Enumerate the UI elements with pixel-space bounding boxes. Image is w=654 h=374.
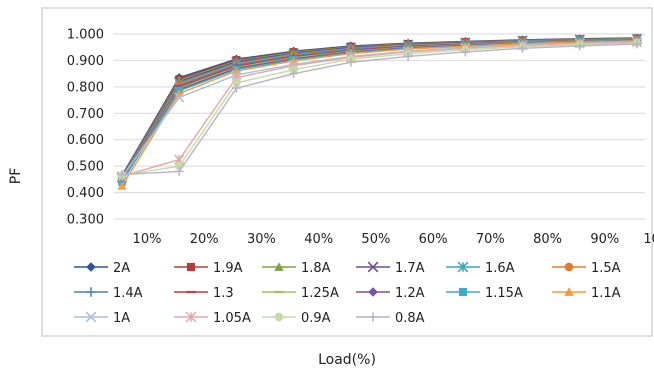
legend-item: 2A [74,261,130,276]
legend-item: 1.9A [174,261,243,276]
data-point [289,69,299,79]
x-tick-label: 100% [643,232,654,247]
x-tick-label: 50% [361,232,390,247]
y-tick-label: 1.000 [67,28,104,43]
y-tick-label: 0.900 [67,54,104,69]
legend-item: 1.6A [446,261,515,276]
x-tick-labels: 10% 20% 30% 40% 50% 60% 70% 80% 90% 100% [133,232,654,247]
data-point [117,170,127,180]
y-tick-label: 0.500 [67,160,104,175]
y-tick-label: 0.400 [67,186,104,201]
legend-label: 0.8A [395,311,425,326]
data-point [575,41,585,51]
x-tick-label: 70% [476,232,505,247]
data-point [274,262,284,271]
series-0.8A [117,39,642,180]
legend-item: 1.2A [356,286,425,301]
series-line [121,42,638,177]
y-axis-title: PF [8,168,24,185]
legend-item: 0.9A [262,311,331,326]
series-line [121,40,638,187]
data-point [367,261,379,273]
legend-label: 1.6A [485,261,515,276]
data-point [174,166,184,176]
legend-item: 1.15A [446,286,523,301]
data-point [232,78,241,87]
data-point [186,262,196,272]
legend-label: 1.4A [113,286,143,301]
data-point [632,39,642,49]
x-tick-label: 40% [304,232,333,247]
series-line [121,41,638,177]
x-tick-label: 10% [133,232,162,247]
y-tick-label: 0.300 [67,213,104,228]
x-axis-title: Load(%) [318,352,376,368]
legend-item: 1.8A [262,261,331,276]
legend-item: 1.25A [262,286,339,301]
legend-label: 1.1A [591,286,621,301]
data-point [174,92,185,103]
y-tick-labels: 0.300 0.400 0.500 0.600 0.700 0.800 0.900 1.000 [67,28,104,228]
data-point [458,287,468,297]
legend-label: 2A [113,261,130,276]
legend-label: 1.5A [591,261,621,276]
series-group [116,33,643,190]
x-tick-label: 80% [533,232,562,247]
data-point [460,47,470,57]
data-point [368,287,378,297]
data-point [368,312,378,322]
legend-label: 1.15A [485,286,523,301]
data-point [564,262,574,272]
legend-label: 0.9A [301,311,331,326]
legend-label: 1.2A [395,286,425,301]
legend-item: 1.7A [356,261,425,276]
data-point [564,287,574,296]
legend-label: 1.9A [213,261,243,276]
legend-item: 1A [74,311,130,326]
x-tick-label: 30% [247,232,276,247]
legend-label: 1.25A [301,286,339,301]
data-point [185,311,197,323]
data-point [86,262,96,272]
data-point [457,261,469,273]
data-point [86,287,96,297]
legend-item: 1.5A [552,261,621,276]
data-point [117,181,127,190]
legend-label: 1.7A [395,261,425,276]
y-tick-label: 0.800 [67,80,104,95]
data-point [231,83,241,93]
x-tick-label: 20% [190,232,219,247]
legend-item: 1.05A [174,311,251,326]
data-point [403,51,413,61]
data-point [518,43,528,53]
legend-label: 1.05A [213,311,251,326]
series-line [121,43,638,176]
y-tick-label: 0.600 [67,133,104,148]
legend-label: 1.8A [301,261,331,276]
legend-label: 1.3 [213,286,234,301]
legend-item: 0.8A [356,311,425,326]
legend-item: 1.1A [552,286,621,301]
gridlines [114,33,645,220]
y-tick-label: 0.700 [67,107,104,122]
x-tick-label: 60% [419,232,448,247]
data-point [346,57,356,67]
x-tick-label: 90% [590,232,619,247]
data-point [85,311,97,323]
legend: 2A 1.9A 1.8A 1.7A 1.6A 1.5A 1.4A 1.3 1.25A 1.2A 1.… [74,261,621,326]
legend-label: 1A [113,311,130,326]
legend-item: 1.4A [74,286,143,301]
legend-item: 1.3 [174,286,234,301]
data-point [274,312,284,322]
